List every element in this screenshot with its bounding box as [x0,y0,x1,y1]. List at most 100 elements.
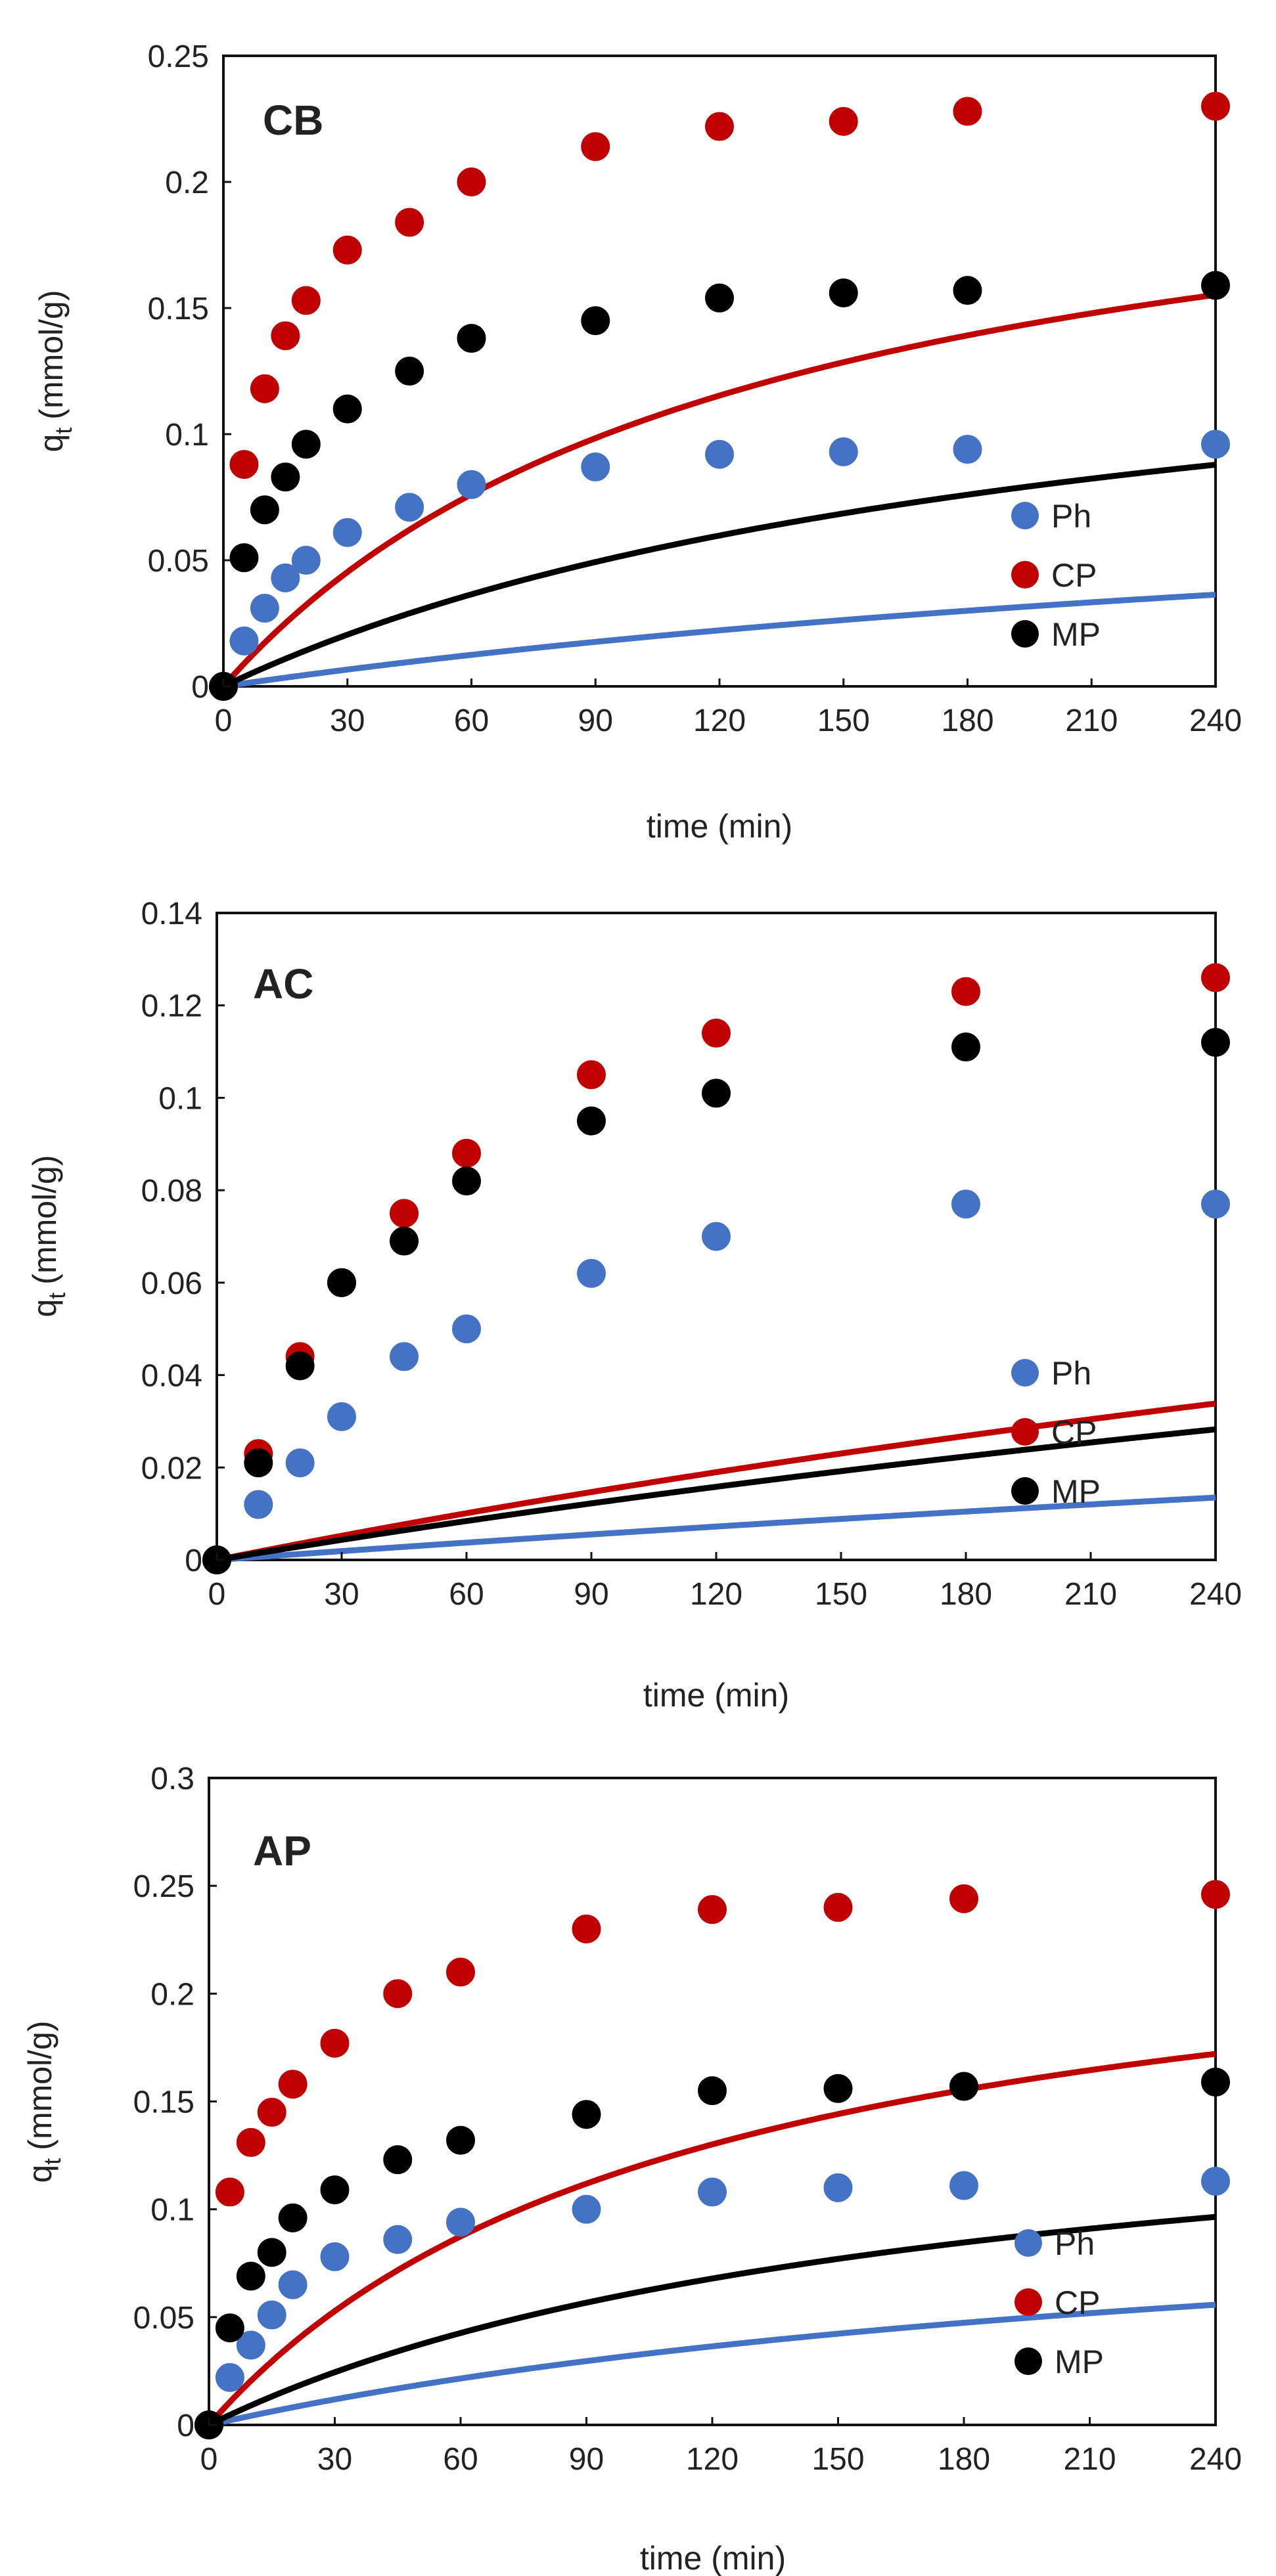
fit-curve-cp [221,292,1217,688]
legend-label-cp: CP [1055,2284,1100,2321]
data-point-ph [390,1342,419,1371]
y-axis-subscript: t [39,2158,66,2165]
data-point-cp [236,2127,265,2157]
data-point-cp [702,1018,731,1048]
y-axis-title: qt (mmol/g) [26,1155,70,1317]
legend-label-mp: MP [1051,616,1101,653]
legend: Ph CP MP [1011,1355,1101,1510]
data-point-mp [702,1078,731,1108]
data-point-cp [229,450,259,479]
data-point-cp [250,374,279,403]
y-tick-label: 0.14 [141,897,202,931]
y-tick-label: 0.02 [141,1451,202,1486]
data-point-mp [395,357,424,386]
chart-panel-ac: AC 0 0.02 0.04 0.06 0.08 0.1 0.12 0.14 0 30 60 90 1… [26,897,1242,1714]
x-tick-labels: 0 30 60 90 120 150 180 210 240 [215,678,1242,738]
data-point-cp [383,1979,413,2009]
fit-curve-ph [216,1494,1217,1563]
x-tick-label: 180 [940,1577,992,1612]
x-tick-labels: 0 30 60 90 120 150 180 210 240 [200,2417,1242,2477]
y-tick-label: 0 [191,670,209,705]
fit-curve-cp [206,2051,1217,2427]
data-point-mp [829,278,858,307]
panel-title: CB [263,97,323,144]
data-point-ph [949,2171,978,2200]
data-point-ph [236,2330,265,2360]
panel-title: AP [253,1827,311,1875]
data-point-ph [953,435,982,464]
x-tick-label: 210 [1065,703,1118,738]
data-point-mp [953,276,982,305]
y-axis-title: qt (mmol/g) [22,2020,66,2183]
x-tick-label: 60 [443,2442,478,2477]
data-point-mp [257,2238,286,2267]
y-tick-label: 0.2 [150,1977,194,2012]
x-tick-label: 60 [449,1577,484,1612]
x-tick-labels: 0 30 60 90 120 150 180 210 240 [208,1552,1242,1612]
x-axis-title: time (min) [647,808,792,845]
data-point-mp [291,430,321,459]
data-point-mp [278,2203,308,2232]
data-point-cp [951,977,980,1006]
data-point-mp [320,2175,350,2205]
data-point-cp [829,106,858,136]
x-tick-label: 30 [317,2442,352,2477]
data-point-mp [705,283,734,313]
chart-panel-ap: AP 0 0.05 0.1 0.15 0.2 0.25 0.3 0 30 60 90 120 150 1… [22,1762,1242,2576]
data-point-cp [1201,91,1230,121]
data-point-ph [320,2242,350,2271]
data-point-cp [390,1199,419,1228]
data-point-mp [271,462,300,492]
x-tick-label: 0 [208,1577,226,1612]
data-point-ph [332,518,362,547]
x-tick-label: 210 [1064,1577,1117,1612]
data-point-ph [702,1222,731,1251]
data-point-ph [257,2300,286,2330]
data-point-mp [698,2076,727,2106]
data-point-cp [457,167,486,196]
x-tick-label: 180 [938,2442,990,2477]
y-axis-unit: (mmol/g) [33,290,70,419]
data-point-mp [332,394,362,424]
y-axis-subscript: t [50,428,77,434]
x-tick-label: 120 [693,703,746,738]
fit-curve-mp [222,462,1217,690]
fit-curve-mp [216,1426,1217,1563]
legend-marker-mp [1014,2347,1042,2375]
x-tick-label: 120 [686,2442,739,2477]
x-tick-label: 30 [324,1577,359,1612]
x-tick-label: 180 [941,703,993,738]
data-point-ph [705,439,734,469]
y-tick-label: 0.06 [141,1266,202,1301]
data-point-mp [244,1448,273,1478]
chart-marks [194,1880,1230,2439]
x-tick-label: 90 [578,703,613,738]
x-tick-label: 0 [200,2442,218,2477]
data-point-ph [446,2208,475,2237]
data-point-ph [327,1402,356,1431]
y-tick-label: 0.3 [150,1762,194,1796]
data-point-cp [949,1884,978,1913]
x-tick-label: 60 [454,703,489,738]
y-tick-label: 0 [177,2409,194,2443]
legend-label-cp: CP [1051,1414,1097,1451]
data-point-mp [452,1166,481,1196]
legend-label-mp: MP [1055,2343,1104,2380]
x-axis-title: time (min) [640,2540,786,2576]
y-tick-label: 0.1 [165,418,209,453]
legend-label-ph: Ph [1051,498,1091,535]
data-point-cp [215,2177,244,2207]
data-point-ph [823,2173,853,2202]
legend-marker-cp [1011,1418,1039,1446]
y-axis-unit: (mmol/g) [22,2020,58,2150]
data-point-cp [320,2028,350,2058]
data-point-cp [291,286,321,315]
x-tick-label: 210 [1063,2442,1116,2477]
data-point-mp [390,1226,419,1256]
y-tick-label: 0.04 [141,1359,202,1394]
y-tick-labels: 0 0.05 0.1 0.15 0.2 0.25 [148,39,231,705]
x-tick-label: 240 [1189,1577,1242,1612]
x-tick-label: 90 [574,1577,608,1612]
y-tick-label: 0.12 [141,989,202,1024]
